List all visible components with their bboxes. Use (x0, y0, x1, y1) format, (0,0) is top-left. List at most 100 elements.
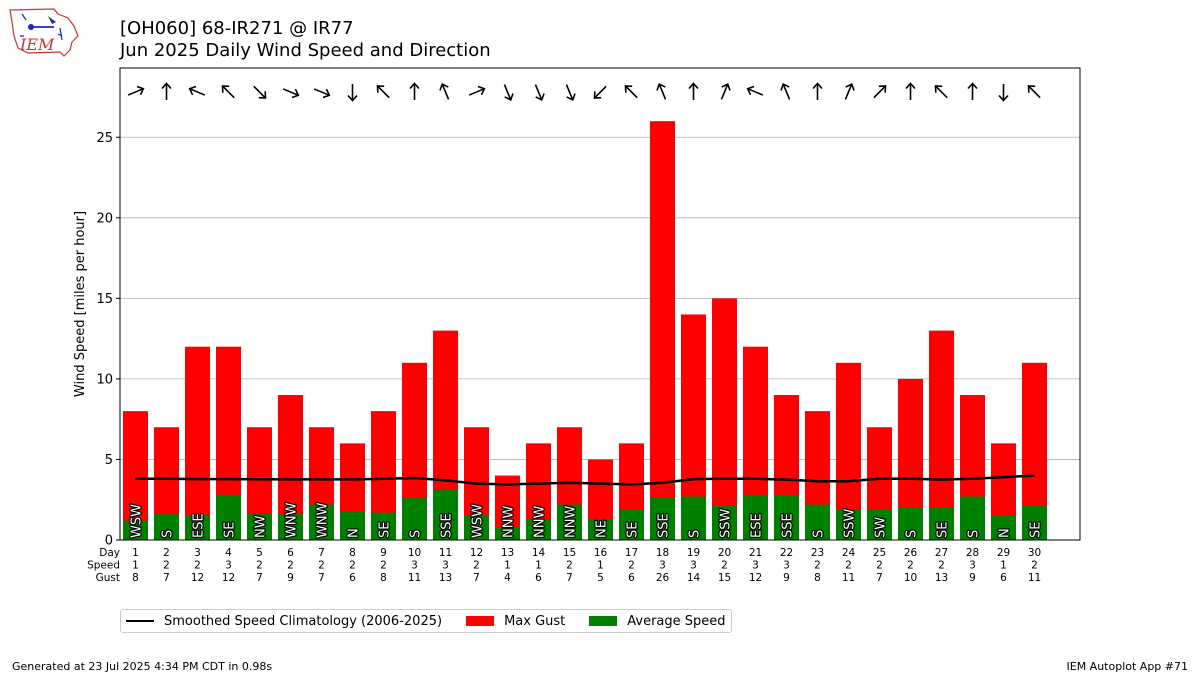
table-cell: 26 (656, 572, 670, 584)
average-bar (960, 496, 985, 540)
table-cell: 13 (935, 572, 948, 584)
direction-label: WNW (316, 502, 331, 538)
average-bar (123, 520, 148, 540)
direction-arrow (873, 85, 887, 99)
average-bar (154, 514, 179, 540)
legend-climatology: Smoothed Speed Climatology (2006-2025) (126, 614, 442, 629)
direction-label: NNW (502, 506, 517, 538)
direction-label: SSE (440, 513, 455, 538)
direction-arrow (253, 85, 267, 99)
direction-label: S (688, 530, 703, 538)
direction-arrow (439, 83, 450, 100)
table-row-label: Speed (87, 560, 120, 572)
table-cell: 2 (628, 560, 635, 572)
direction-arrow (967, 82, 978, 100)
average-bar (185, 515, 210, 540)
iem-logo: IEM (9, 8, 79, 57)
legend: Smoothed Speed Climatology (2006-2025) M… (120, 609, 732, 633)
table-cell: 12 (470, 547, 483, 559)
table-cell: 4 (504, 572, 511, 584)
table-cell: 3 (690, 560, 697, 572)
table-row-label: Day (99, 547, 120, 559)
table-cell: 2 (380, 560, 387, 572)
direction-arrow (934, 85, 948, 99)
table-cell: 7 (318, 547, 325, 559)
average-bar (805, 504, 830, 540)
direction-arrow (998, 84, 1009, 102)
table-cell: 9 (783, 572, 790, 584)
table-cell: 2 (566, 560, 573, 572)
y-tick-label: 10 (96, 372, 113, 387)
legend-average-swatch (589, 616, 618, 626)
average-bar (309, 504, 334, 540)
table-row-label: Gust (96, 572, 120, 584)
table-cell: 6 (287, 547, 294, 559)
table-cell: 2 (876, 560, 883, 572)
direction-label: S (161, 530, 176, 538)
direction-arrow (161, 82, 172, 100)
gust-bar (929, 330, 954, 540)
average-bar (867, 509, 892, 540)
table-cell: 15 (718, 572, 731, 584)
table-cell: 2 (721, 560, 728, 572)
table-cell: 29 (997, 547, 1010, 559)
legend-climatology-swatch (126, 620, 154, 622)
table-cell: 11 (439, 547, 452, 559)
direction-arrow (127, 85, 145, 96)
average-bar (929, 507, 954, 540)
table-cell: 28 (966, 547, 979, 559)
average-bar (216, 494, 241, 540)
table-cell: 2 (938, 560, 945, 572)
average-bar (774, 494, 799, 540)
table-cell: 3 (783, 560, 790, 572)
y-tick-label: 5 (105, 453, 113, 468)
table-cell: 3 (659, 560, 666, 572)
direction-label: WNW (285, 502, 300, 538)
direction-label: SE (626, 522, 641, 538)
chart-subtitle: Jun 2025 Daily Wind Speed and Direction (120, 40, 491, 61)
table-cell: 3 (194, 547, 201, 559)
table-cell: 7 (256, 572, 263, 584)
direction-arrows-layer (127, 82, 1041, 102)
table-cell: 21 (749, 547, 762, 559)
average-bar (247, 514, 272, 540)
table-cell: 2 (163, 560, 170, 572)
table-cell: 2 (814, 560, 821, 572)
table-cell: 22 (780, 547, 793, 559)
footer-app: IEM Autoplot App #71 (1066, 660, 1189, 673)
legend-climatology-label: Smoothed Speed Climatology (2006-2025) (164, 613, 443, 629)
average-bar (402, 498, 427, 540)
table-cell: 18 (656, 547, 669, 559)
direction-label: SE (936, 522, 951, 538)
direction-arrow (624, 85, 638, 99)
table-cell: 1 (132, 560, 139, 572)
table-cell: 4 (225, 547, 232, 559)
y-tick-label: 15 (96, 292, 113, 307)
average-bar (1022, 506, 1047, 540)
direction-label: ESE (750, 513, 765, 538)
table-cell: 7 (318, 572, 325, 584)
average-bar (898, 507, 923, 540)
average-bar (433, 490, 458, 540)
average-bar (991, 515, 1016, 540)
gust-bar (123, 411, 148, 540)
table-cell: 30 (1028, 547, 1041, 559)
direction-arrow (313, 88, 331, 99)
direction-arrow (503, 84, 514, 101)
legend-gust-label: Max Gust (504, 613, 566, 629)
table-cell: 2 (163, 547, 170, 559)
table-cell: 1 (132, 547, 139, 559)
average-bar (495, 527, 520, 540)
average-bar (340, 511, 365, 540)
table-cell: 2 (473, 560, 480, 572)
table-cell: 8 (132, 572, 139, 584)
direction-label: SSW (719, 508, 734, 538)
table-cell: 2 (845, 560, 852, 572)
average-bar (712, 506, 737, 540)
y-tick-label: 25 (96, 131, 113, 146)
direction-arrow (347, 84, 358, 102)
table-cell: 2 (287, 560, 294, 572)
table-cell: 2 (1031, 560, 1038, 572)
table-cell: 2 (907, 560, 914, 572)
direction-arrow (656, 83, 667, 100)
